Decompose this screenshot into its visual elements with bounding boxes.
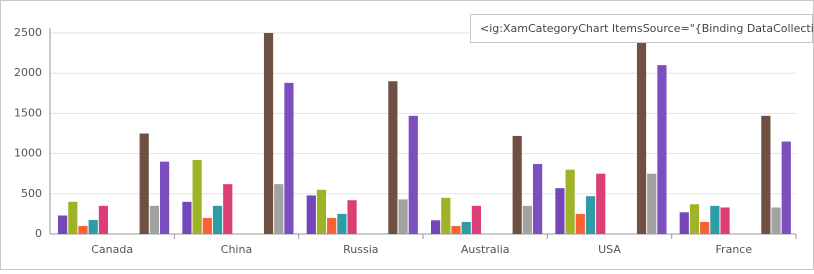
y-tick-label: 2000 bbox=[14, 66, 42, 79]
bar bbox=[771, 207, 781, 234]
bar bbox=[565, 169, 575, 234]
bar bbox=[636, 41, 647, 234]
bar bbox=[139, 133, 149, 234]
x-tick-label: Australia bbox=[461, 243, 510, 256]
bar bbox=[306, 195, 316, 234]
bar bbox=[192, 160, 202, 234]
x-tick-label: China bbox=[221, 243, 252, 256]
bar bbox=[274, 184, 284, 234]
bar bbox=[58, 215, 68, 234]
bar bbox=[596, 173, 606, 234]
x-tick-label: Russia bbox=[343, 243, 378, 256]
annotation-box bbox=[470, 14, 813, 43]
bar bbox=[657, 65, 667, 234]
bar bbox=[149, 205, 159, 234]
bar bbox=[398, 199, 408, 234]
bar bbox=[441, 197, 451, 234]
bar bbox=[679, 212, 689, 234]
bar bbox=[585, 196, 596, 234]
bar bbox=[223, 184, 233, 234]
bar bbox=[781, 141, 791, 234]
y-tick-label: 500 bbox=[21, 187, 42, 200]
y-tick-label: 1500 bbox=[14, 106, 42, 119]
bar bbox=[471, 205, 481, 234]
bar bbox=[710, 205, 720, 234]
bar bbox=[575, 213, 585, 234]
bar bbox=[700, 221, 710, 234]
bar bbox=[316, 189, 327, 234]
x-tick-label: Canada bbox=[91, 243, 133, 256]
bar bbox=[512, 135, 522, 234]
bar bbox=[98, 205, 108, 234]
bar bbox=[461, 221, 471, 234]
bar bbox=[88, 219, 98, 234]
bar bbox=[522, 205, 532, 234]
bar bbox=[388, 81, 398, 235]
bar bbox=[160, 161, 170, 234]
bar bbox=[263, 33, 274, 234]
bar bbox=[212, 205, 223, 234]
bar bbox=[533, 164, 543, 234]
x-tick-label: USA bbox=[598, 243, 621, 256]
bar bbox=[451, 225, 461, 234]
y-tick-label: 1000 bbox=[14, 147, 42, 160]
bar bbox=[284, 82, 294, 235]
bar bbox=[68, 201, 78, 234]
y-tick-label: 2500 bbox=[14, 26, 42, 39]
bar bbox=[347, 200, 357, 234]
bar bbox=[689, 204, 700, 234]
bar bbox=[761, 115, 771, 234]
bar bbox=[337, 213, 347, 234]
bar bbox=[408, 115, 418, 234]
bar bbox=[431, 220, 441, 234]
x-tick-label: France bbox=[716, 243, 753, 256]
bar bbox=[202, 217, 212, 234]
bar bbox=[647, 173, 657, 234]
bar bbox=[720, 207, 730, 234]
bar bbox=[78, 225, 88, 234]
bar bbox=[182, 201, 192, 234]
bar bbox=[555, 188, 565, 234]
y-tick-label: 0 bbox=[35, 227, 42, 240]
annotation: <ig:XamCategoryChart ItemsSource="{Bindi… bbox=[480, 22, 814, 35]
bar bbox=[327, 217, 337, 234]
